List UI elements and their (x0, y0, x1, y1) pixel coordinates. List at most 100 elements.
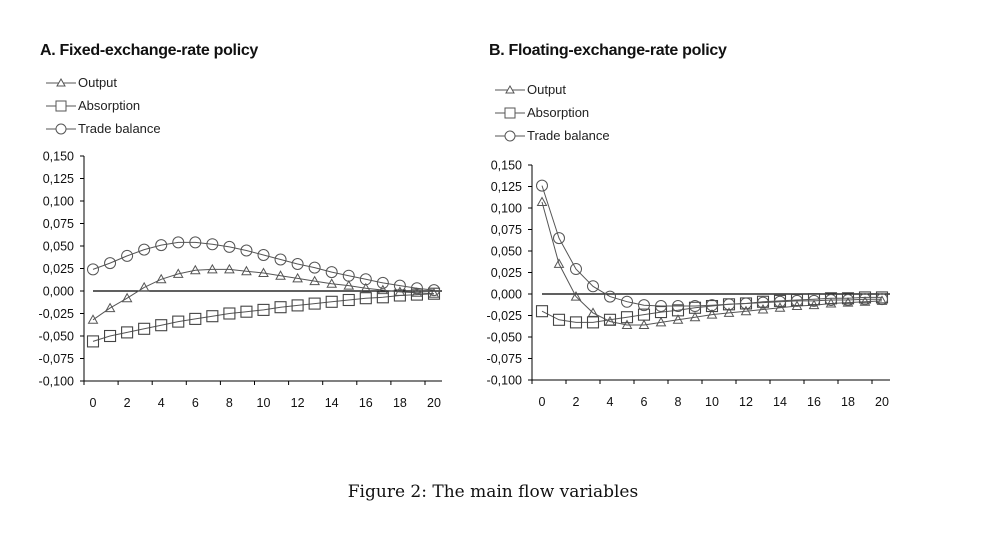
data-point-absorption (586, 316, 600, 329)
data-point-output (672, 314, 684, 324)
legend-label: Output (527, 82, 567, 98)
data-point-trade-balance (655, 300, 667, 313)
data-point-trade-balance (376, 276, 389, 289)
data-point-absorption (359, 292, 372, 305)
x-tick-label: 16 (359, 396, 373, 410)
data-point-output (206, 263, 218, 274)
y-tick-label: -0,100 (487, 374, 522, 388)
data-point-trade-balance (291, 258, 304, 270)
x-tick-label: 8 (675, 395, 682, 409)
square-marker-icon (495, 107, 525, 119)
x-tick-label: 6 (641, 395, 648, 409)
data-point-output (258, 267, 269, 277)
data-point-output (377, 284, 389, 295)
data-point-trade-balance (393, 279, 406, 292)
legend-item-output: Output (46, 70, 161, 93)
x-tick-label: 0 (90, 396, 97, 410)
data-point-output (825, 297, 837, 308)
data-point-output (428, 288, 440, 298)
data-point-trade-balance (104, 257, 117, 270)
y-tick-label: 0,050 (43, 240, 74, 254)
x-tick-label: 14 (325, 396, 339, 410)
x-tick-label: 20 (875, 395, 889, 409)
data-point-trade-balance (138, 243, 151, 256)
data-point-absorption (189, 312, 202, 325)
data-point-absorption (223, 307, 236, 320)
data-point-trade-balance (723, 298, 735, 311)
y-tick-label: 0,000 (43, 285, 74, 299)
data-point-absorption (138, 322, 151, 335)
x-tick-label: 10 (257, 396, 271, 410)
data-point-trade-balance (308, 261, 321, 274)
data-point-trade-balance (604, 290, 616, 303)
data-point-output (292, 272, 303, 283)
data-point-output (570, 291, 582, 301)
x-tick-label: 8 (226, 396, 233, 410)
x-tick-label: 4 (607, 395, 614, 409)
data-point-trade-balance (536, 179, 548, 192)
y-tick-label: -0,075 (39, 352, 74, 366)
x-tick-label: 20 (427, 396, 441, 410)
legend-label: Absorption (78, 98, 141, 114)
y-tick-label: -0,075 (487, 352, 522, 366)
data-point-output (411, 287, 423, 297)
data-point-trade-balance (189, 236, 202, 249)
data-point-absorption (121, 326, 134, 339)
data-point-output (621, 319, 633, 329)
data-point-trade-balance (553, 232, 565, 245)
data-point-absorption (206, 310, 219, 323)
data-point-output (740, 305, 752, 316)
data-point-trade-balance (359, 273, 372, 286)
data-point-output (859, 296, 871, 306)
data-point-output (309, 275, 321, 286)
data-point-trade-balance (410, 282, 423, 295)
data-point-absorption (569, 316, 583, 329)
data-point-output (842, 297, 854, 307)
data-point-trade-balance (672, 300, 684, 313)
legend-item-trade-balance: Trade balance (495, 123, 610, 146)
data-point-trade-balance (859, 293, 871, 306)
data-point-trade-balance (155, 239, 168, 252)
panel-a-legend: Output Absorption Trade balance (46, 70, 161, 139)
series-line-trade-balance (541, 185, 882, 307)
x-tick-label: 6 (192, 396, 199, 410)
data-point-absorption (342, 293, 355, 307)
data-point-absorption (308, 297, 321, 310)
data-point-trade-balance (757, 296, 769, 309)
data-point-output (121, 292, 133, 303)
data-point-output (189, 264, 201, 275)
x-tick-label: 14 (773, 395, 787, 409)
data-point-absorption (410, 288, 424, 301)
data-point-absorption (155, 319, 168, 332)
panel-b-legend: Output Absorption Trade balance (495, 77, 610, 146)
data-point-trade-balance (808, 294, 820, 307)
data-point-output (172, 268, 184, 278)
legend-label: Absorption (527, 105, 590, 121)
square-marker-icon (46, 100, 76, 112)
triangle-marker-icon (46, 77, 76, 87)
legend-label: Output (78, 75, 118, 91)
x-tick-label: 16 (807, 395, 821, 409)
x-tick-label: 12 (291, 396, 305, 410)
panel-b-title: B. Floating-exchange-rate policy (489, 42, 727, 59)
y-tick-label: -0,025 (39, 307, 74, 321)
series-line-output (92, 268, 435, 321)
legend-label: Trade balance (527, 128, 610, 144)
x-tick-label: 18 (841, 395, 855, 409)
data-point-absorption (274, 301, 287, 314)
data-point-trade-balance (325, 266, 338, 279)
panel-a-title: A. Fixed-exchange-rate policy (40, 42, 259, 59)
data-point-trade-balance (570, 263, 582, 276)
data-point-absorption (240, 305, 253, 318)
data-point-trade-balance (206, 238, 219, 251)
data-point-trade-balance (223, 240, 236, 253)
data-point-output (638, 319, 650, 329)
data-point-trade-balance (774, 295, 786, 308)
data-point-output (241, 265, 252, 276)
x-tick-label: 10 (705, 395, 719, 409)
y-tick-label: -0,100 (39, 375, 74, 389)
data-point-trade-balance (121, 249, 134, 262)
data-point-trade-balance (342, 269, 355, 282)
data-point-absorption (637, 308, 651, 321)
y-tick-label: 0,150 (491, 159, 522, 173)
